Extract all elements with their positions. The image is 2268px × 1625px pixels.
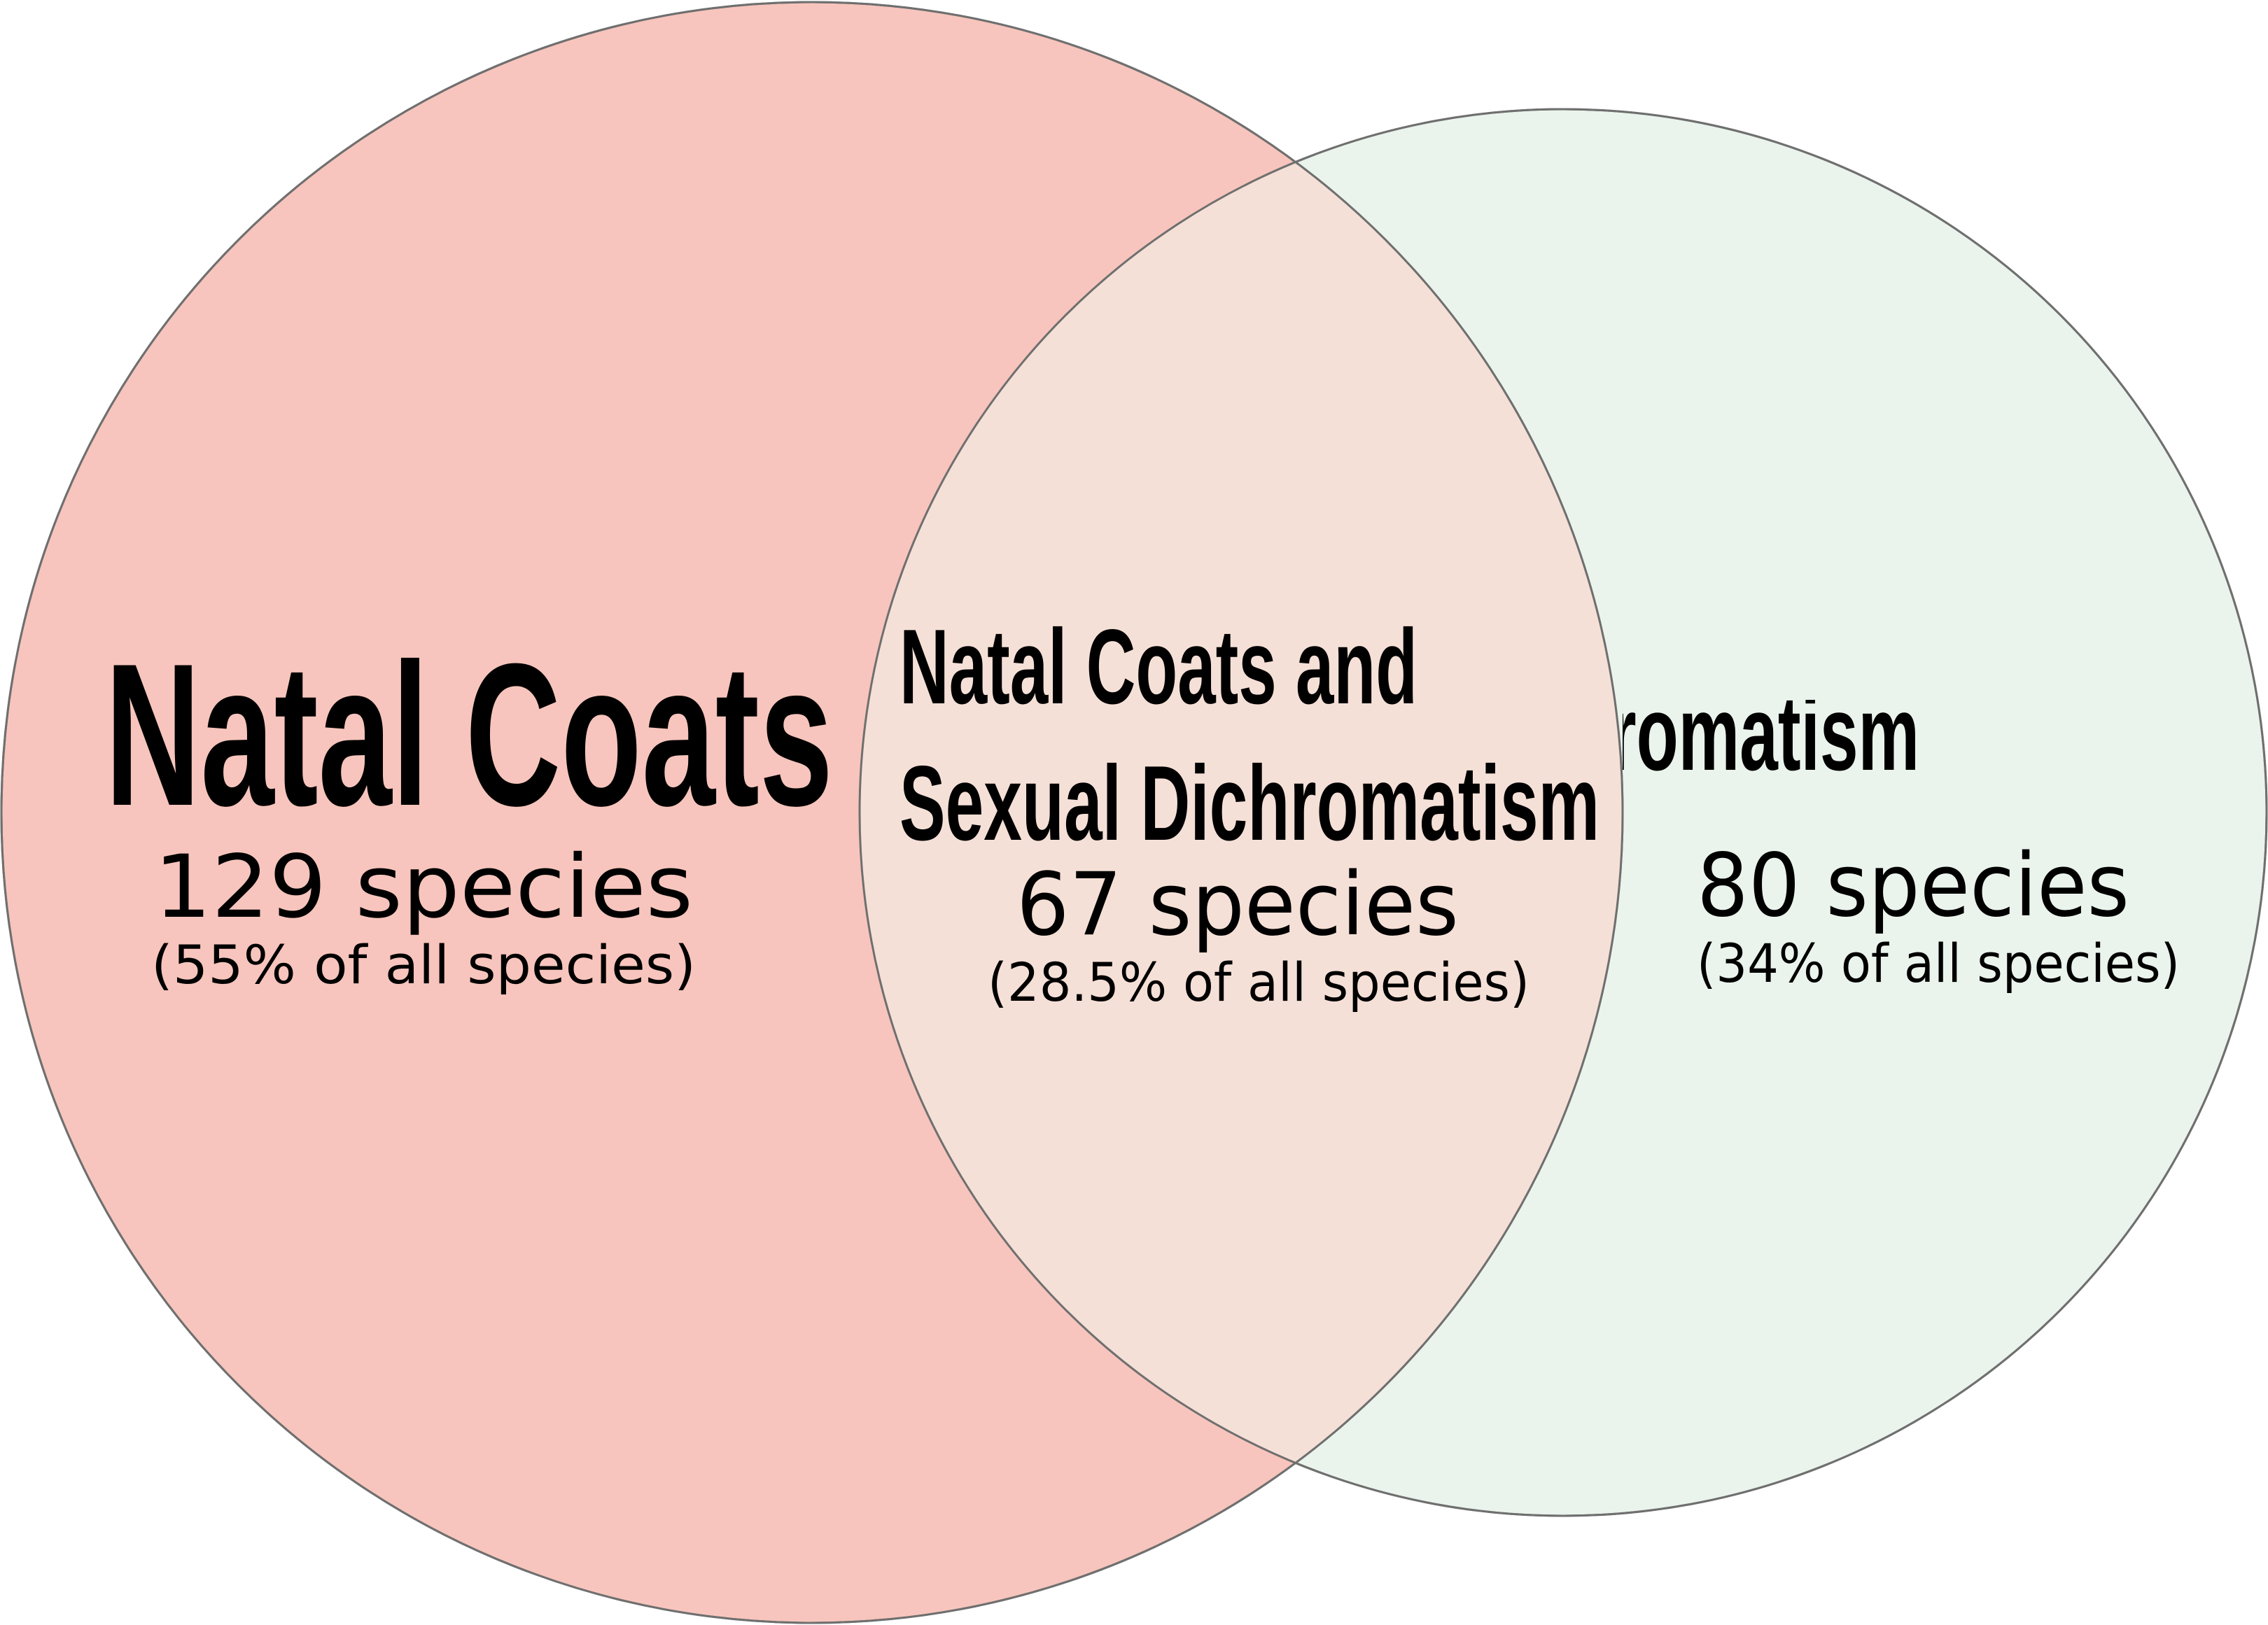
overlap-region	[860, 109, 1623, 1516]
overlap-title-line2: Sexual Dichromatism	[899, 744, 1600, 863]
overlap-title-line1: Natal Coats and	[899, 607, 1418, 726]
right-set-title: Sexual Dichromatism	[1219, 674, 1919, 793]
left-set-title: Natal Coats	[105, 621, 833, 848]
left-set-count: 129 species	[154, 837, 693, 938]
overlap-percent: (28.5% of all species)	[988, 951, 1530, 1013]
right-set-percent: (34% of all species)	[1697, 932, 2180, 994]
left-circle-outline	[0, 1, 1624, 1624]
left-set-percent: (55% of all species)	[151, 934, 696, 996]
overlap-count: 67 species	[1016, 854, 1459, 955]
right-set-count: 80 species	[1697, 836, 2129, 936]
right-circle-outline	[858, 108, 2268, 1517]
